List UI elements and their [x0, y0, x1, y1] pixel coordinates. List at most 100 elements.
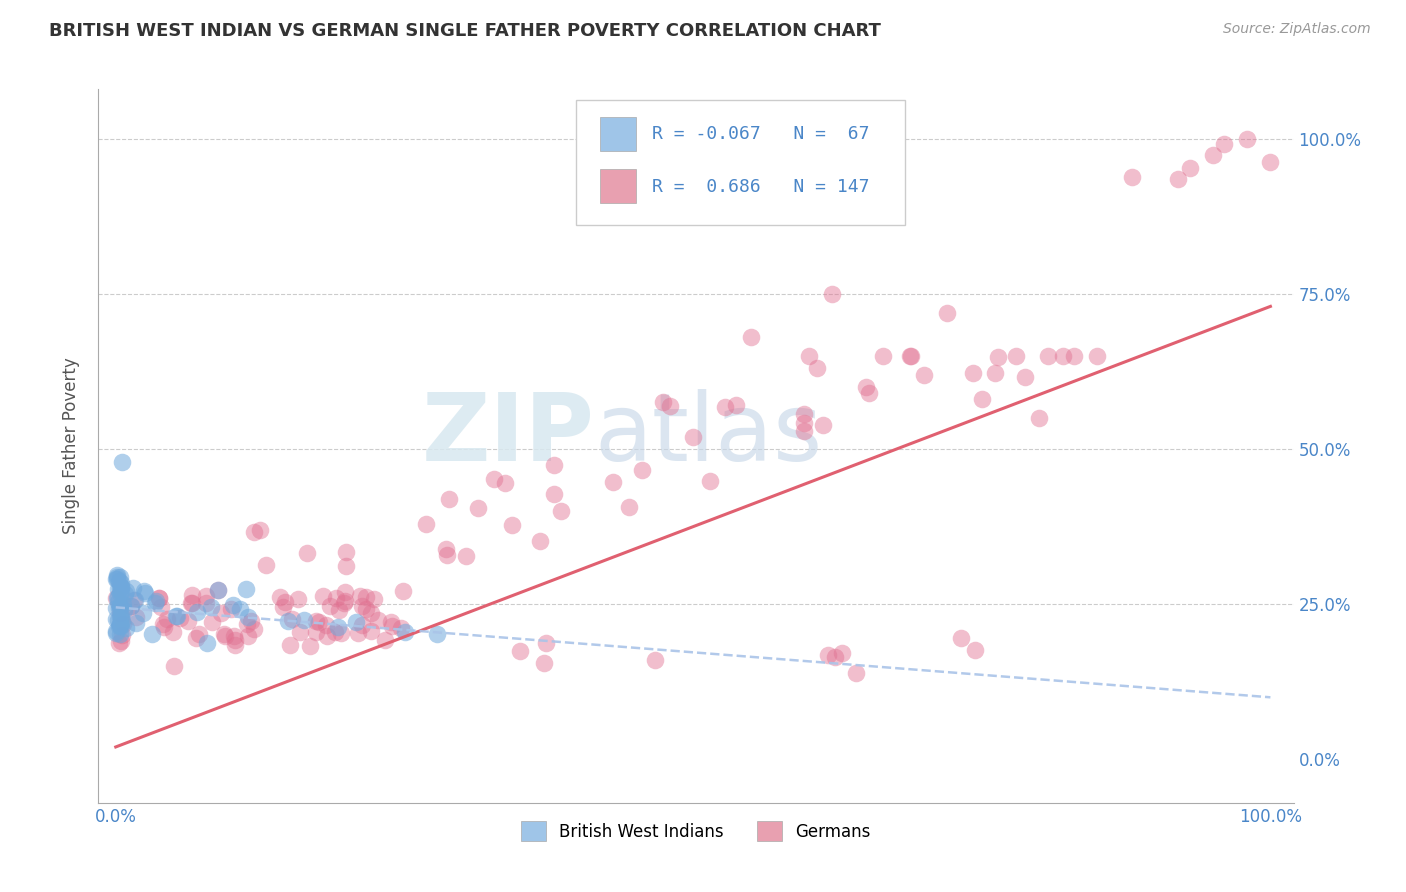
Point — [434, 541, 457, 556]
Point — [381, 619, 404, 633]
Point — [108, 617, 131, 632]
Point — [797, 349, 820, 363]
Point — [936, 305, 959, 319]
Point — [214, 629, 236, 643]
Point — [315, 617, 337, 632]
Point — [195, 589, 218, 603]
FancyBboxPatch shape — [576, 100, 905, 225]
Point — [467, 501, 489, 516]
Point — [110, 576, 132, 591]
Point — [110, 454, 132, 468]
Point — [110, 627, 132, 641]
Point — [111, 597, 134, 611]
Point — [534, 636, 557, 650]
Text: R = -0.067   N =  67: R = -0.067 N = 67 — [652, 125, 869, 143]
Point — [356, 590, 378, 604]
Point — [288, 625, 311, 640]
Point — [543, 487, 565, 501]
Point — [323, 624, 346, 639]
Point — [180, 596, 202, 610]
Text: ZIP: ZIP — [422, 389, 595, 482]
Point — [1063, 349, 1085, 363]
Point — [108, 574, 131, 588]
Point — [1052, 349, 1074, 363]
Point — [105, 624, 128, 638]
Point — [236, 610, 259, 624]
Point — [333, 594, 356, 608]
Point — [110, 609, 132, 624]
Point — [124, 593, 146, 607]
Point — [793, 407, 815, 421]
Point — [335, 545, 357, 559]
Point — [156, 612, 179, 626]
Text: atlas: atlas — [595, 389, 823, 482]
Point — [1202, 147, 1225, 161]
Point — [273, 595, 295, 609]
Point — [1014, 370, 1036, 384]
Point — [177, 614, 200, 628]
Point — [494, 475, 516, 490]
Point — [111, 614, 134, 628]
Point — [335, 558, 357, 573]
Point — [107, 582, 129, 596]
Point — [360, 606, 382, 620]
Point — [105, 591, 128, 606]
Point — [533, 657, 555, 671]
Point — [143, 596, 166, 610]
Point — [1085, 349, 1108, 363]
Point — [224, 633, 246, 648]
Point — [107, 636, 129, 650]
Point — [207, 582, 229, 597]
Point — [236, 629, 259, 643]
Point — [872, 349, 894, 363]
Point — [180, 596, 202, 610]
Point — [436, 548, 458, 562]
Point — [793, 416, 815, 430]
Point — [356, 602, 378, 616]
Point — [984, 366, 1007, 380]
FancyBboxPatch shape — [600, 117, 636, 152]
Point — [1178, 161, 1201, 176]
Point — [104, 591, 127, 605]
Point — [110, 634, 132, 648]
Point — [292, 613, 315, 627]
Point — [550, 504, 572, 518]
Point — [111, 617, 134, 632]
Point — [222, 599, 245, 613]
Point — [200, 600, 222, 615]
Point — [543, 458, 565, 472]
Point — [105, 572, 128, 586]
Point — [110, 617, 132, 632]
Point — [201, 615, 224, 629]
Point — [347, 626, 370, 640]
Point — [1167, 172, 1189, 186]
Point — [108, 607, 131, 621]
Point — [107, 613, 129, 627]
Point — [1121, 170, 1143, 185]
Point — [221, 602, 243, 616]
Point — [162, 624, 184, 639]
Point — [108, 598, 131, 612]
Point — [141, 627, 163, 641]
Point — [271, 599, 294, 614]
Point — [107, 570, 129, 584]
Point — [962, 367, 984, 381]
Point — [318, 599, 340, 613]
Text: R =  0.686   N = 147: R = 0.686 N = 147 — [652, 178, 869, 196]
Point — [236, 617, 259, 632]
Point — [115, 583, 138, 598]
Point — [209, 606, 232, 620]
Point — [125, 610, 148, 624]
Point — [374, 632, 396, 647]
Point — [188, 627, 211, 641]
Point — [855, 380, 877, 394]
Point — [831, 647, 853, 661]
Point — [115, 621, 138, 635]
Point — [652, 394, 675, 409]
Point — [186, 632, 208, 646]
Point — [394, 625, 416, 640]
Point — [817, 648, 839, 662]
Point — [714, 400, 737, 414]
Point — [110, 580, 132, 594]
Point — [360, 624, 382, 638]
